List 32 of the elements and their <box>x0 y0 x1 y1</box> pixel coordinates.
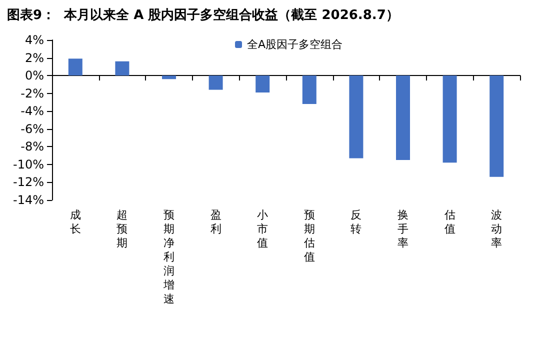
y-tick-label: -8% <box>20 140 44 154</box>
y-tick-label: -10% <box>12 157 44 172</box>
bar <box>442 76 457 163</box>
y-tick-label: 2% <box>24 50 44 65</box>
bar <box>256 76 270 92</box>
x-tick-label: 换手率 <box>398 208 408 250</box>
bar <box>162 76 176 80</box>
y-tick-label: -12% <box>12 175 44 190</box>
bar <box>302 76 316 104</box>
x-tick-label: 盈利 <box>210 208 222 236</box>
bar <box>396 76 410 160</box>
bar <box>68 58 82 76</box>
y-tick-label: -4% <box>20 104 44 118</box>
bar <box>349 76 364 158</box>
x-tick-label: 小市值 <box>257 208 268 250</box>
bar <box>490 76 504 177</box>
x-tick-label: 预期净利润增速 <box>162 208 174 306</box>
y-tick-label: -2% <box>20 86 44 100</box>
bar <box>115 61 130 76</box>
y-tick-label: -6% <box>20 122 44 136</box>
legend-label: 全A股因子多空组合 <box>247 38 343 51</box>
y-tick-label: 0% <box>24 68 44 83</box>
chart-title: 图表9： 本月以来全 A 股内因子多空组合收益（截至 2026.8.7） <box>7 7 399 23</box>
x-tick-label: 反转 <box>350 208 362 236</box>
x-tick-label: 成长 <box>70 208 81 236</box>
x-tick-label: 波动率 <box>491 208 502 250</box>
x-tick-label: 超预期 <box>116 208 128 250</box>
y-tick-label: -14% <box>12 193 44 207</box>
bar <box>208 76 223 90</box>
y-tick-label: 4% <box>24 33 44 47</box>
x-tick-label: 预期估值 <box>304 208 315 264</box>
x-tick-label: 估值 <box>444 208 456 236</box>
